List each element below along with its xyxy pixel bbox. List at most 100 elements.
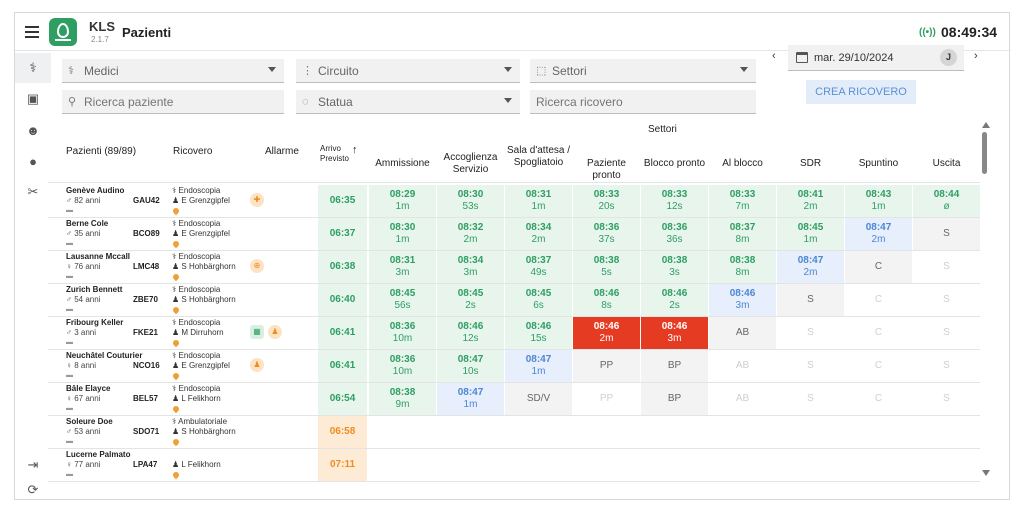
patient-name[interactable]: Lausanne Mccall <box>66 252 131 261</box>
sector-cell[interactable]: 08:36 10m <box>369 350 436 382</box>
medici-select[interactable]: ⚕ Medici <box>62 59 284 83</box>
ricerca-ricovero-field[interactable] <box>530 90 756 114</box>
sector-cell[interactable]: 08:33 7m <box>709 185 776 217</box>
sector-cell[interactable]: C <box>874 360 883 371</box>
sector-cell[interactable]: 08:41 2m <box>777 185 844 217</box>
ricerca-paziente-input[interactable] <box>84 94 254 109</box>
col-ricovero[interactable]: Ricovero <box>173 146 213 157</box>
sector-cell[interactable]: 08:37 8m <box>709 218 776 250</box>
scroll-up-icon[interactable] <box>982 122 990 128</box>
crea-ricovero-button[interactable]: CREA RICOVERO <box>806 80 916 104</box>
sector-cell[interactable]: 08:34 2m <box>505 218 572 250</box>
patient-name[interactable]: Soleure Doe <box>66 417 113 426</box>
col-sector-5[interactable]: Al blocco <box>722 158 763 169</box>
sector-cell[interactable]: 08:32 2m <box>437 218 504 250</box>
sector-cell[interactable]: 08:29 1m <box>369 185 436 217</box>
patient-name[interactable]: Zurich Bennett <box>66 285 123 294</box>
group-icon[interactable]: ☻ <box>26 122 40 138</box>
sector-cell[interactable]: S <box>807 327 814 338</box>
medical-alert-icon[interactable]: ✚ <box>250 193 264 207</box>
sector-cell[interactable]: 08:38 9m <box>369 383 436 415</box>
menu-icon[interactable] <box>25 26 39 38</box>
patient-name[interactable]: Genève Audino <box>66 186 125 195</box>
tools-icon[interactable]: ✂ <box>27 184 39 199</box>
sector-cell[interactable]: 08:45 56s <box>369 284 436 316</box>
sector-cell[interactable]: 08:38 5s <box>573 251 640 283</box>
next-day-icon[interactable]: › <box>974 50 978 62</box>
sector-cell[interactable]: 08:45 2s <box>437 284 504 316</box>
patient-name[interactable]: Lucerne Palmato <box>66 450 131 459</box>
sector-cell[interactable]: C <box>874 327 883 338</box>
sector-cell[interactable]: 08:33 12s <box>641 185 708 217</box>
sector-cell[interactable]: BP <box>641 383 708 415</box>
sector-cell[interactable]: S <box>943 327 950 338</box>
sector-cell[interactable]: 08:45 6s <box>505 284 572 316</box>
person-alert-icon[interactable]: ♟ <box>250 358 264 372</box>
sector-cell[interactable]: 08:47 2m <box>845 218 912 250</box>
col-allarme[interactable]: Allarme <box>265 146 299 157</box>
settori-select[interactable]: ⬚ Settori <box>530 59 756 83</box>
patient-name[interactable]: Bâle Elayce <box>66 384 111 393</box>
sector-cell[interactable]: SD/V <box>505 383 572 415</box>
col-sector-4[interactable]: Blocco pronto <box>643 158 706 169</box>
sector-cell[interactable]: AB <box>709 317 776 349</box>
sector-cell[interactable]: 08:43 1m <box>845 185 912 217</box>
sector-cell[interactable]: 08:30 53s <box>437 185 504 217</box>
col-arrivo[interactable]: Arrivo Previsto <box>320 144 356 164</box>
prev-day-icon[interactable]: ‹ <box>772 50 776 62</box>
col-sector-6[interactable]: SDR <box>799 158 822 169</box>
sector-cell[interactable]: S <box>777 284 844 316</box>
sector-cell[interactable]: 08:46 2m <box>573 317 640 349</box>
sort-up-icon[interactable]: ↑ <box>352 144 358 156</box>
sector-cell[interactable]: 08:31 1m <box>505 185 572 217</box>
logout-icon[interactable]: ⇥ <box>27 457 39 472</box>
col-sector-7[interactable]: Spuntino <box>858 158 899 169</box>
sector-cell[interactable]: 08:33 20s <box>573 185 640 217</box>
sector-cell[interactable]: 08:34 3m <box>437 251 504 283</box>
sector-cell[interactable]: 08:47 1m <box>437 383 504 415</box>
sector-cell[interactable]: 08:36 36s <box>641 218 708 250</box>
scroll-down-icon[interactable] <box>982 470 990 476</box>
person-alert-icon[interactable]: ♟ <box>268 325 282 339</box>
sector-cell[interactable]: S <box>807 393 814 404</box>
col-sector-3[interactable]: Paziente pronto <box>587 158 626 181</box>
location-pin-icon[interactable]: ● <box>29 153 37 169</box>
sector-cell[interactable]: C <box>845 251 912 283</box>
circuito-select[interactable]: ⋮ Circuito <box>296 59 520 83</box>
ricerca-paziente-field[interactable]: ⚲ <box>62 90 284 114</box>
sector-cell[interactable]: S <box>943 360 950 371</box>
statua-select[interactable]: ◌ Statua <box>296 90 520 114</box>
doctor-icon[interactable]: ⚕ <box>15 53 51 83</box>
briefcase-icon[interactable]: ▣ <box>26 91 40 106</box>
sector-cell[interactable]: 08:30 1m <box>369 218 436 250</box>
date-field[interactable]: mar. 29/10/2024 J <box>788 45 964 71</box>
col-sector-2[interactable]: Sala d'attesa / Spogliatoio <box>506 145 571 168</box>
refresh-icon[interactable]: ⟳ <box>27 482 39 497</box>
scrollbar-thumb[interactable] <box>982 132 987 174</box>
sector-cell[interactable]: 08:44 ø <box>913 185 980 217</box>
sector-cell[interactable]: AB <box>735 393 750 404</box>
sector-cell[interactable]: AB <box>735 360 750 371</box>
calculator-icon[interactable]: ▦ <box>250 325 264 339</box>
col-sector-0[interactable]: Ammissione <box>375 158 430 169</box>
sector-cell[interactable]: 08:36 10m <box>369 317 436 349</box>
sector-cell[interactable]: PP <box>573 350 640 382</box>
target-icon[interactable]: ⊕ <box>250 259 264 273</box>
sector-cell[interactable]: 08:46 12s <box>437 317 504 349</box>
sector-cell[interactable]: 08:47 2m <box>777 251 844 283</box>
sector-cell[interactable]: 08:45 1m <box>777 218 844 250</box>
patient-name[interactable]: Berne Cole <box>66 219 109 228</box>
sector-cell[interactable]: S <box>943 393 950 404</box>
sector-cell[interactable]: 08:31 3m <box>369 251 436 283</box>
sector-cell[interactable]: 08:47 10s <box>437 350 504 382</box>
sector-cell[interactable]: 08:46 2s <box>641 284 708 316</box>
sector-cell[interactable]: 08:46 3m <box>641 317 708 349</box>
sector-cell[interactable]: C <box>874 393 883 404</box>
sector-cell[interactable]: S <box>943 294 950 305</box>
col-sector-8[interactable]: Uscita <box>932 158 961 169</box>
user-avatar[interactable]: J <box>940 49 957 66</box>
sector-cell[interactable]: S <box>807 360 814 371</box>
sector-cell[interactable]: 08:46 3m <box>709 284 776 316</box>
col-pazienti[interactable]: Pazienti (89/89) <box>66 146 137 157</box>
patient-name[interactable]: Neuchâtel Couturier <box>66 351 143 360</box>
